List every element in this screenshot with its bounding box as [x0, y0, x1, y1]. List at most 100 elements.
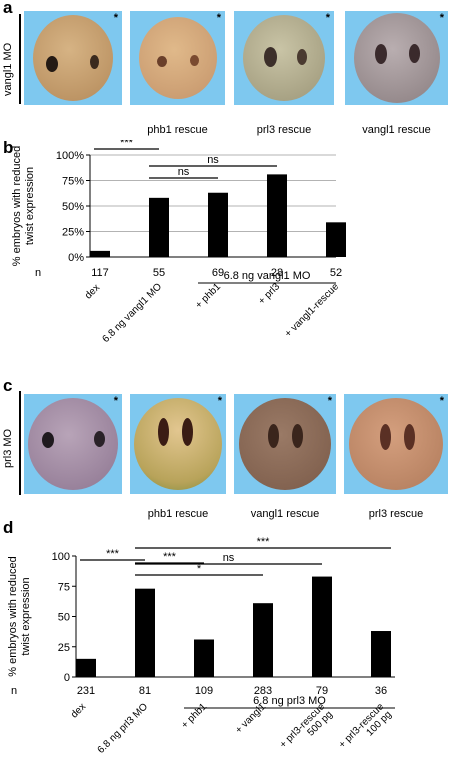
n-value: 283 — [254, 685, 272, 697]
y-tick-label: 75 — [58, 581, 70, 593]
asterisk: * — [113, 12, 118, 24]
embryo — [28, 398, 118, 490]
category-label: + vangl1-rescue — [283, 281, 342, 340]
bar — [135, 588, 155, 677]
panel-c-image-prl3: * — [344, 394, 448, 494]
bar — [76, 658, 96, 677]
y-tick-label: 100% — [56, 150, 84, 162]
twist-stain-left — [268, 424, 279, 448]
chart-panel-b: % embryos with reducedtwist expression 0%… — [11, 140, 346, 345]
bar — [149, 197, 169, 257]
y-axis-label-line: twist expression — [24, 167, 36, 245]
category-label: dex — [83, 282, 102, 301]
embryo — [349, 398, 443, 490]
panel-c-row-bar — [19, 391, 21, 495]
panel-c-caption-phb1: phb1 rescue — [147, 508, 209, 520]
n-value: 231 — [77, 685, 95, 697]
panel-c-image-vangl1: * — [234, 394, 336, 494]
significance-label: ns — [178, 166, 190, 178]
embryo — [354, 13, 440, 103]
n-value: 79 — [316, 685, 328, 697]
panel-c-image-control: * — [24, 394, 122, 494]
panel-a-caption-prl3: prl3 rescue — [256, 124, 312, 136]
twist-stain-left — [380, 424, 391, 450]
significance-label: *** — [257, 536, 271, 548]
y-tick-label: 0 — [64, 672, 70, 684]
asterisk: * — [217, 395, 222, 407]
panel-c-image-phb1: * — [130, 394, 226, 494]
y-axis-label: % embryos with reducedtwist expression — [11, 146, 36, 266]
panel-c-caption-vangl1: vangl1 rescue — [250, 508, 320, 520]
asterisk: * — [113, 395, 118, 407]
category-label: 6.8 ng prl3 MO — [96, 701, 151, 756]
n-value: 69 — [212, 267, 224, 279]
y-tick-label: 25 — [58, 642, 70, 654]
category-label: 6.8 ng vangl1 MO — [101, 281, 165, 345]
category-label: + phb1 — [194, 281, 224, 311]
n-value: 36 — [375, 685, 387, 697]
group-label: 6.8 ng vangl1 MO — [224, 270, 311, 282]
panel-a-image-control: * — [24, 11, 122, 105]
n-value: 55 — [153, 267, 165, 279]
twist-stain-right — [404, 424, 415, 450]
category-label: dex — [69, 701, 88, 720]
twist-stain-left — [46, 56, 58, 72]
y-tick-label: 0% — [68, 252, 84, 264]
bar — [194, 639, 214, 677]
n-row-label: n — [35, 267, 41, 279]
n-value: 28 — [271, 267, 283, 279]
y-tick-label: 75% — [62, 176, 84, 188]
twist-stain-right — [182, 418, 193, 446]
twist-stain-left — [158, 418, 169, 446]
category-label: + phb1 — [180, 701, 210, 731]
twist-stain-right — [94, 431, 105, 447]
panel-a-caption-vangl1: vangl1 rescue — [362, 124, 431, 136]
panel-b-letter: b — [3, 138, 14, 157]
asterisk: * — [439, 12, 444, 24]
panel-a-image-prl3: * — [234, 11, 334, 105]
panel-a-letter: a — [3, 0, 13, 17]
significance-label: *** — [120, 140, 134, 149]
y-tick-label: 100 — [52, 551, 70, 563]
twist-stain-right — [292, 424, 303, 448]
asterisk: * — [216, 12, 221, 24]
significance-label: * — [197, 563, 202, 575]
y-tick-label: 50% — [62, 201, 84, 213]
panel-a-row-label: vangl1 MO — [2, 42, 14, 96]
category-label: + prl3-rescue500 pg — [278, 701, 335, 758]
n-row-label: n — [11, 685, 17, 697]
bar — [90, 250, 110, 257]
n-value: 52 — [330, 267, 342, 279]
bar — [208, 192, 228, 257]
asterisk: * — [325, 12, 330, 24]
y-tick-label: 25% — [62, 227, 84, 239]
bar — [312, 576, 332, 677]
twist-stain-right — [409, 44, 420, 63]
chart-panel-d: % embryos with reducedtwist expression02… — [7, 536, 395, 758]
n-value: 117 — [91, 267, 109, 279]
asterisk: * — [327, 395, 332, 407]
panel-a-row-bar — [19, 14, 21, 104]
embryo — [33, 15, 113, 101]
bar — [326, 222, 346, 257]
category-label: + prl3 — [256, 281, 282, 307]
twist-stain-left — [42, 432, 54, 448]
asterisk: * — [439, 395, 444, 407]
category-label: + prl3-rescue100 pg — [337, 701, 394, 758]
twist-stain-left — [157, 56, 167, 67]
embryo — [239, 398, 331, 490]
twist-stain-right — [297, 49, 307, 65]
twist-stain-right — [190, 55, 199, 66]
panel-c-caption-prl3: prl3 rescue — [368, 508, 424, 520]
panel-c-letter: c — [3, 376, 13, 395]
y-axis-label: % embryos with reducedtwist expression — [7, 556, 32, 676]
bar — [371, 631, 391, 677]
y-axis-label-line: % embryos with reduced — [7, 556, 19, 676]
panel-a-caption-phb1: phb1 rescue — [147, 124, 208, 136]
embryo — [134, 398, 222, 490]
n-value: 109 — [195, 685, 213, 697]
n-value: 81 — [139, 685, 151, 697]
bar — [253, 603, 273, 677]
panel-c-row-label: prl3 MO — [2, 428, 14, 468]
y-axis-label-line: % embryos with reduced — [11, 146, 23, 266]
